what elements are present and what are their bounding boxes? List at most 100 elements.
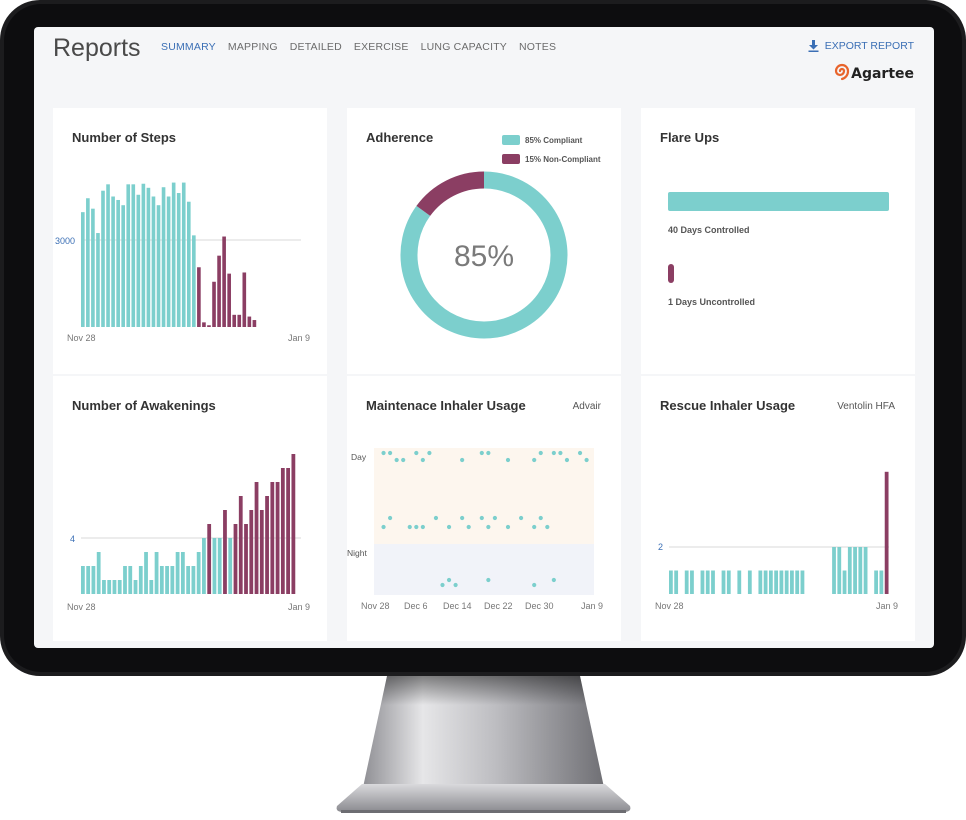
usage-dot	[427, 450, 432, 456]
flare-card: Flare Ups 40 Days Controlled 1 Days Unco…	[641, 108, 915, 374]
steps-bar	[181, 182, 186, 327]
awakenings-bar	[186, 566, 191, 594]
steps-bar	[136, 194, 141, 327]
steps-title: Number of Steps	[72, 130, 177, 145]
usage-dot	[538, 515, 543, 521]
tab-mapping[interactable]: MAPPING	[227, 41, 278, 53]
awakenings-bar	[180, 552, 185, 594]
awakenings-bar	[212, 538, 217, 594]
steps-bar	[242, 272, 247, 327]
tab-notes[interactable]: NOTES	[519, 41, 557, 53]
usage-dot	[505, 524, 511, 530]
rescue-bar	[832, 547, 836, 594]
rescue-bar	[779, 570, 784, 594]
steps-bar	[186, 201, 191, 327]
steps-bar	[116, 199, 120, 327]
awakenings-x-start: Nov 28	[67, 602, 96, 612]
usage-dot	[551, 577, 556, 583]
flare-controlled-label: 40 Days Controlled	[668, 225, 750, 235]
usage-dot	[584, 457, 589, 463]
awakenings-bar	[154, 552, 159, 594]
usage-dot	[538, 450, 543, 456]
export-report-button[interactable]: EXPORT REPORT	[808, 40, 914, 52]
awakenings-bar	[249, 510, 254, 594]
steps-bar	[171, 182, 176, 327]
steps-bar	[126, 184, 131, 327]
usage-dot	[479, 515, 484, 521]
rescue-bar	[669, 570, 673, 594]
stand-base	[336, 784, 631, 812]
steps-bar	[166, 196, 171, 327]
usage-dot	[558, 450, 563, 456]
usage-dot	[479, 450, 484, 456]
rescue-bar	[863, 547, 868, 594]
steps-bar	[197, 267, 201, 327]
rescue-bar	[690, 570, 694, 594]
flare-uncontrolled-bar	[668, 264, 674, 283]
awakenings-bar	[280, 468, 285, 594]
steps-bar	[81, 212, 85, 327]
awakenings-bar	[107, 580, 112, 594]
usage-dot	[433, 515, 439, 521]
usage-dot	[551, 450, 556, 456]
awakenings-bar	[233, 524, 238, 594]
tab-detailed[interactable]: DETAILED	[289, 41, 342, 53]
steps-x-end: Jan 9	[288, 333, 310, 343]
usage-dot	[381, 450, 386, 456]
maintenance-title: Maintenace Inhaler Usage	[366, 398, 526, 413]
day-band	[374, 448, 594, 544]
steps-bar	[121, 205, 125, 327]
awakenings-bar	[96, 552, 101, 594]
awakenings-bar	[244, 524, 248, 594]
awakenings-bar	[138, 566, 143, 594]
awakenings-bar	[123, 566, 127, 594]
rescue-bar	[884, 471, 889, 594]
rescue-bar	[853, 547, 857, 594]
usage-dot	[381, 524, 386, 530]
steps-bar	[252, 320, 257, 327]
usage-dot	[394, 457, 399, 463]
usage-dot	[446, 577, 452, 583]
steps-ref-label: 3000	[55, 236, 75, 246]
rescue-bar	[721, 570, 726, 594]
steps-bar	[91, 208, 95, 327]
steps-bar	[161, 187, 166, 327]
awakenings-bar	[265, 496, 269, 594]
flare-uncontrolled-label: 1 Days Uncontrolled	[668, 297, 755, 307]
usage-dot	[407, 524, 412, 530]
awakenings-bar	[207, 524, 212, 594]
rescue-bar	[879, 570, 884, 594]
awakenings-ref-label: 4	[70, 534, 75, 544]
awakenings-bar	[275, 482, 280, 594]
report-tabs: SUMMARY MAPPING DETAILED EXERCISE LUNG C…	[161, 41, 568, 53]
tab-summary[interactable]: SUMMARY	[161, 41, 216, 53]
awakenings-bar	[175, 552, 180, 594]
steps-bar	[176, 193, 181, 327]
rescue-title: Rescue Inhaler Usage	[660, 398, 796, 413]
usage-dot	[564, 457, 570, 463]
page-title: Reports	[53, 34, 141, 62]
tab-exercise[interactable]: EXERCISE	[353, 41, 409, 53]
rescue-bar	[684, 570, 689, 594]
usage-dot	[532, 524, 537, 530]
steps-bar	[111, 196, 115, 327]
awakenings-bar	[102, 580, 106, 594]
export-report-label: EXPORT REPORT	[824, 40, 914, 52]
usage-dot	[505, 457, 511, 463]
usage-dot	[460, 515, 465, 521]
awakenings-bar	[217, 538, 222, 594]
steps-bar	[156, 205, 161, 327]
awakenings-bar	[291, 454, 296, 594]
steps-bar	[222, 236, 226, 327]
usage-dot	[388, 515, 393, 521]
tab-lung-capacity[interactable]: LUNG CAPACITY	[420, 41, 508, 53]
rescue-bar	[737, 570, 742, 594]
rescue-bar	[705, 570, 710, 594]
steps-bar	[212, 281, 216, 327]
legend-noncompliant-label: 15% Non-Compliant	[525, 155, 601, 164]
rescue-bar	[795, 570, 800, 594]
awakenings-bar	[202, 538, 206, 594]
logo-text: Agartee	[851, 66, 914, 82]
usage-dot	[388, 450, 393, 456]
awakenings-bar	[191, 566, 196, 594]
